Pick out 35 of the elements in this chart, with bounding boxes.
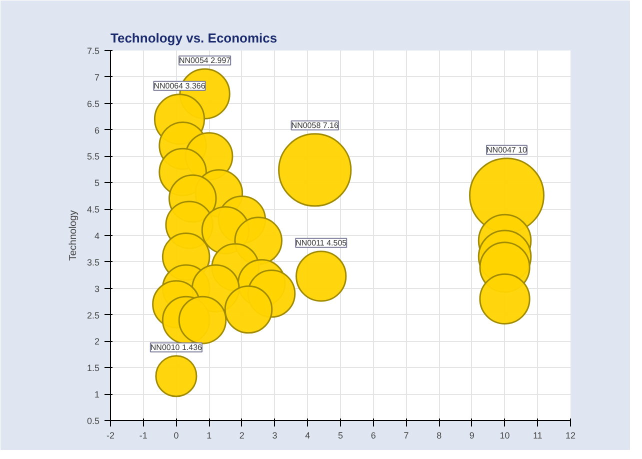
y-tick-label: 6 (94, 125, 100, 136)
y-tick-label: 7.5 (86, 46, 100, 56)
x-tick-label: -2 (106, 430, 115, 440)
y-axis-title: Technology (68, 210, 79, 261)
y-tick-label: 7 (94, 72, 100, 82)
y-tick-label: 2 (94, 336, 100, 347)
x-tick-label: 4 (305, 430, 310, 440)
x-tick-label: 12 (565, 430, 576, 440)
y-tick-label: 3 (94, 284, 100, 294)
x-tick-label: 5 (338, 430, 344, 440)
y-tick-label: 5.5 (86, 152, 100, 162)
y-tick-label: 1.5 (86, 363, 100, 374)
x-tick-label: 3 (272, 430, 278, 440)
x-tick-label: 8 (436, 430, 442, 440)
y-tick-label: 1 (94, 390, 100, 400)
x-tick-label: -1 (139, 430, 148, 440)
y-tick-label: 3.5 (86, 257, 100, 268)
y-tick-label: 5 (94, 178, 100, 188)
x-tick-label: 9 (469, 430, 474, 440)
chart-title: Technology vs. Economics (110, 30, 278, 46)
y-tick-label: 6.5 (86, 98, 100, 109)
data-label: NN0054 2.997 (179, 56, 232, 66)
y-tick-label: 4.5 (86, 204, 100, 215)
x-tick-label: 11 (532, 430, 542, 440)
x-tick-label: 7 (404, 430, 409, 440)
y-tick-label: 0.5 (86, 416, 100, 426)
x-tick-label: 0 (174, 430, 179, 440)
y-tick-label: 4 (94, 231, 100, 241)
x-tick-label: 2 (239, 430, 244, 440)
x-tick-label: 1 (206, 430, 212, 440)
data-label: NN0011 4.505 (296, 238, 348, 248)
y-tick-label: 2.5 (86, 310, 100, 320)
x-tick-label: 6 (370, 430, 376, 440)
data-label: NN0064 3.366 (154, 81, 206, 90)
x-tick-label: 10 (500, 430, 510, 440)
